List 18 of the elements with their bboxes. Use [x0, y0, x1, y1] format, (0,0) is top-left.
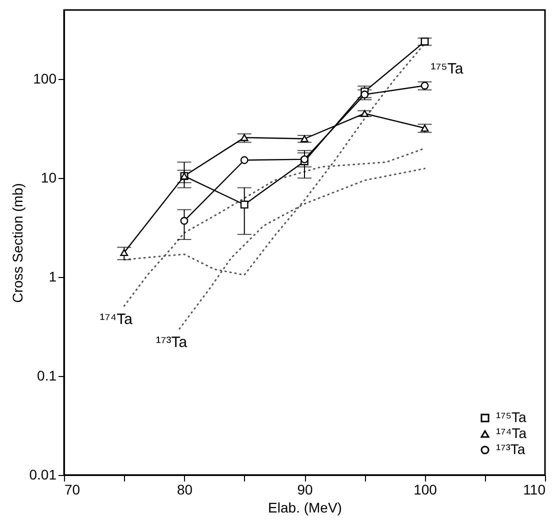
legend-label: ¹⁷⁴Ta	[496, 425, 527, 441]
annotation: ¹⁷⁵Ta	[430, 60, 464, 78]
x-tick-label: 80	[176, 482, 193, 498]
x-axis-title: Elab. (MeV)	[268, 500, 342, 516]
x-tick-label: 100	[414, 482, 438, 498]
y-tick-label: 100	[33, 70, 57, 87]
y-tick-label: 0.1	[37, 368, 57, 384]
y-tick-label: 1	[48, 268, 57, 285]
legend-label: ¹⁷³Ta	[496, 441, 526, 457]
annotation: ¹⁷⁴Ta	[100, 311, 134, 328]
legend-label: ¹⁷⁵Ta	[496, 409, 527, 425]
y-tick-label: 0.01	[29, 466, 57, 482]
x-tick-label: 70	[64, 482, 80, 498]
x-tick-label: 110	[523, 482, 546, 498]
x-tick-label: 90	[297, 482, 313, 498]
y-axis-title: Cross Section (mb)	[9, 183, 26, 303]
y-tick-label: 10	[40, 170, 57, 186]
annotation: ¹⁷³Ta	[156, 334, 188, 351]
